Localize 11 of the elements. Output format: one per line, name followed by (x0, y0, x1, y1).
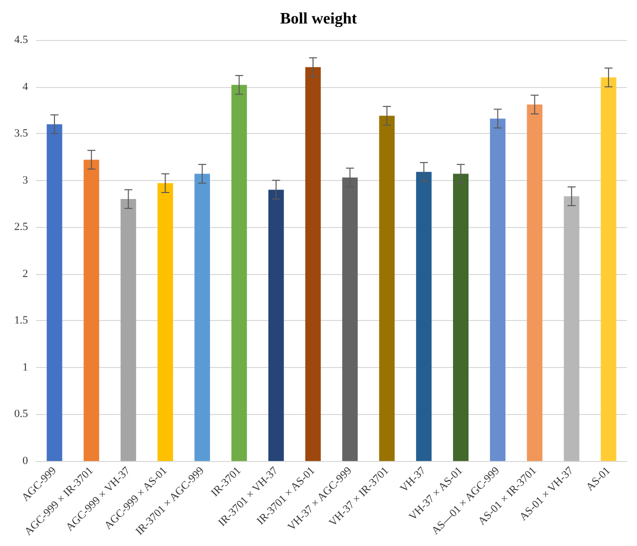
chart-title: Boll weight (280, 10, 358, 28)
y-tick-label: 2 (22, 268, 28, 280)
y-tick-label: 3 (22, 174, 28, 186)
y-tick-label: 1.5 (14, 314, 28, 327)
y-tick-label: 0 (22, 455, 28, 467)
y-tick-label: 1 (22, 361, 28, 374)
y-tick-label: 4 (22, 80, 28, 93)
y-tick-label: 3.5 (14, 128, 28, 140)
y-tick-label: 0.5 (14, 408, 28, 420)
y-tick-label: 4.5 (14, 34, 28, 46)
y-tick-label: 2.5 (14, 221, 28, 234)
